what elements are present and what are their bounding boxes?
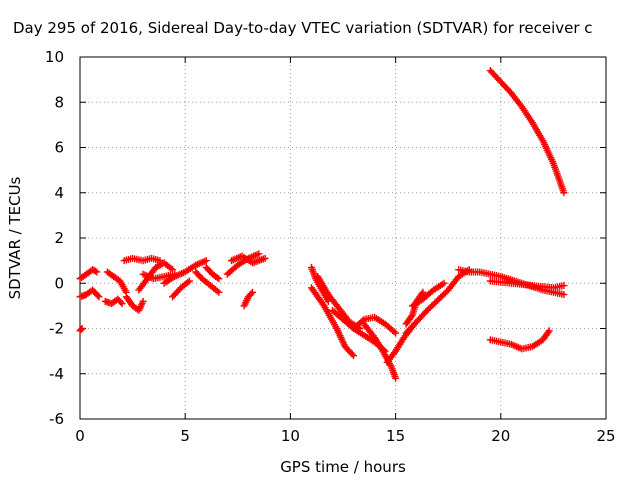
data-point [560,189,568,197]
data-point [95,293,103,301]
data-point [544,328,552,336]
y-tick-label: -6 [49,410,64,428]
y-tick-label: 10 [45,48,64,66]
data-point [249,288,257,296]
data-point [348,350,356,358]
data-point [215,275,223,283]
data-point [93,268,101,276]
x-tick-label: 15 [386,427,405,445]
data-point [94,291,102,299]
series-arc-12 [192,268,223,296]
series-arc-28 [486,277,568,292]
y-tick-label: -4 [49,365,64,383]
data-point [350,352,358,360]
series-arc-7 [122,293,147,314]
data-point [440,279,448,287]
x-axis-label: GPS time / hours [280,458,406,476]
x-tick-label: 20 [491,427,510,445]
series-arc-8 [135,259,177,294]
series-arc-26 [402,288,427,328]
data-point [418,290,426,298]
data-point [390,328,398,336]
series-arc-30 [486,67,568,197]
y-tick-label: 6 [54,139,64,157]
data-point [118,300,126,308]
data-point [261,254,269,262]
data-point [139,297,147,305]
data-point [419,288,427,296]
y-axis-label: SDTVAR / TECUs [6,176,24,299]
data-points [76,67,568,382]
x-tick-label: 10 [281,427,300,445]
series-arc-4 [101,295,126,308]
data-point [77,326,85,334]
data-point [202,257,210,265]
data-point [185,277,193,285]
y-tick-label: -2 [49,320,64,338]
series-arc-2 [76,266,101,283]
series-arc-10 [160,257,210,287]
data-point [392,374,400,382]
series-arc-6 [120,254,164,265]
grid-lines [80,57,606,419]
series-arc-19 [307,284,358,360]
data-point [78,325,86,332]
series-arc-24 [402,266,473,337]
data-point [560,282,568,290]
series-arc-13 [202,263,223,283]
series-arc-16 [240,288,257,310]
data-point [213,274,221,282]
data-point [255,250,263,258]
series-arc-3 [76,286,103,301]
x-tick-label: 25 [596,427,615,445]
y-tick-label: 2 [54,229,64,247]
axis-ticks: 0 5 10 15 20 25 -6 -4 -2 0 2 4 6 8 10 [45,48,616,445]
data-point [560,291,568,299]
data-point [247,290,255,298]
series-arc-5 [103,268,130,296]
data-point [359,317,367,325]
data-point [545,327,553,335]
series-arc-1 [76,325,86,335]
series-arc-29 [486,327,553,353]
data-point [117,298,125,306]
series-arc-21 [350,313,400,337]
x-tick-label: 0 [75,427,85,445]
series-arc-11 [169,277,193,301]
data-point [215,288,223,296]
series-arc-15 [227,252,269,267]
x-tick-label: 5 [180,427,190,445]
y-tick-label: 0 [54,274,64,292]
y-tick-label: 4 [54,184,64,202]
y-tick-label: 8 [54,93,64,111]
data-point [91,267,99,275]
data-point [392,329,400,337]
chart-title: Day 295 of 2016, Sidereal Day-to-day VTE… [13,19,593,37]
series-arc-22 [360,320,400,382]
